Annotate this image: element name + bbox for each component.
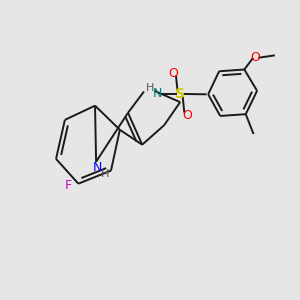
Text: O: O [169,67,178,80]
Text: H: H [101,169,109,179]
Text: N: N [153,88,162,100]
Text: O: O [182,109,192,122]
Text: H: H [146,82,154,93]
Text: O: O [251,51,261,64]
Text: N: N [93,161,102,174]
Text: F: F [64,179,71,192]
Text: S: S [175,87,185,101]
